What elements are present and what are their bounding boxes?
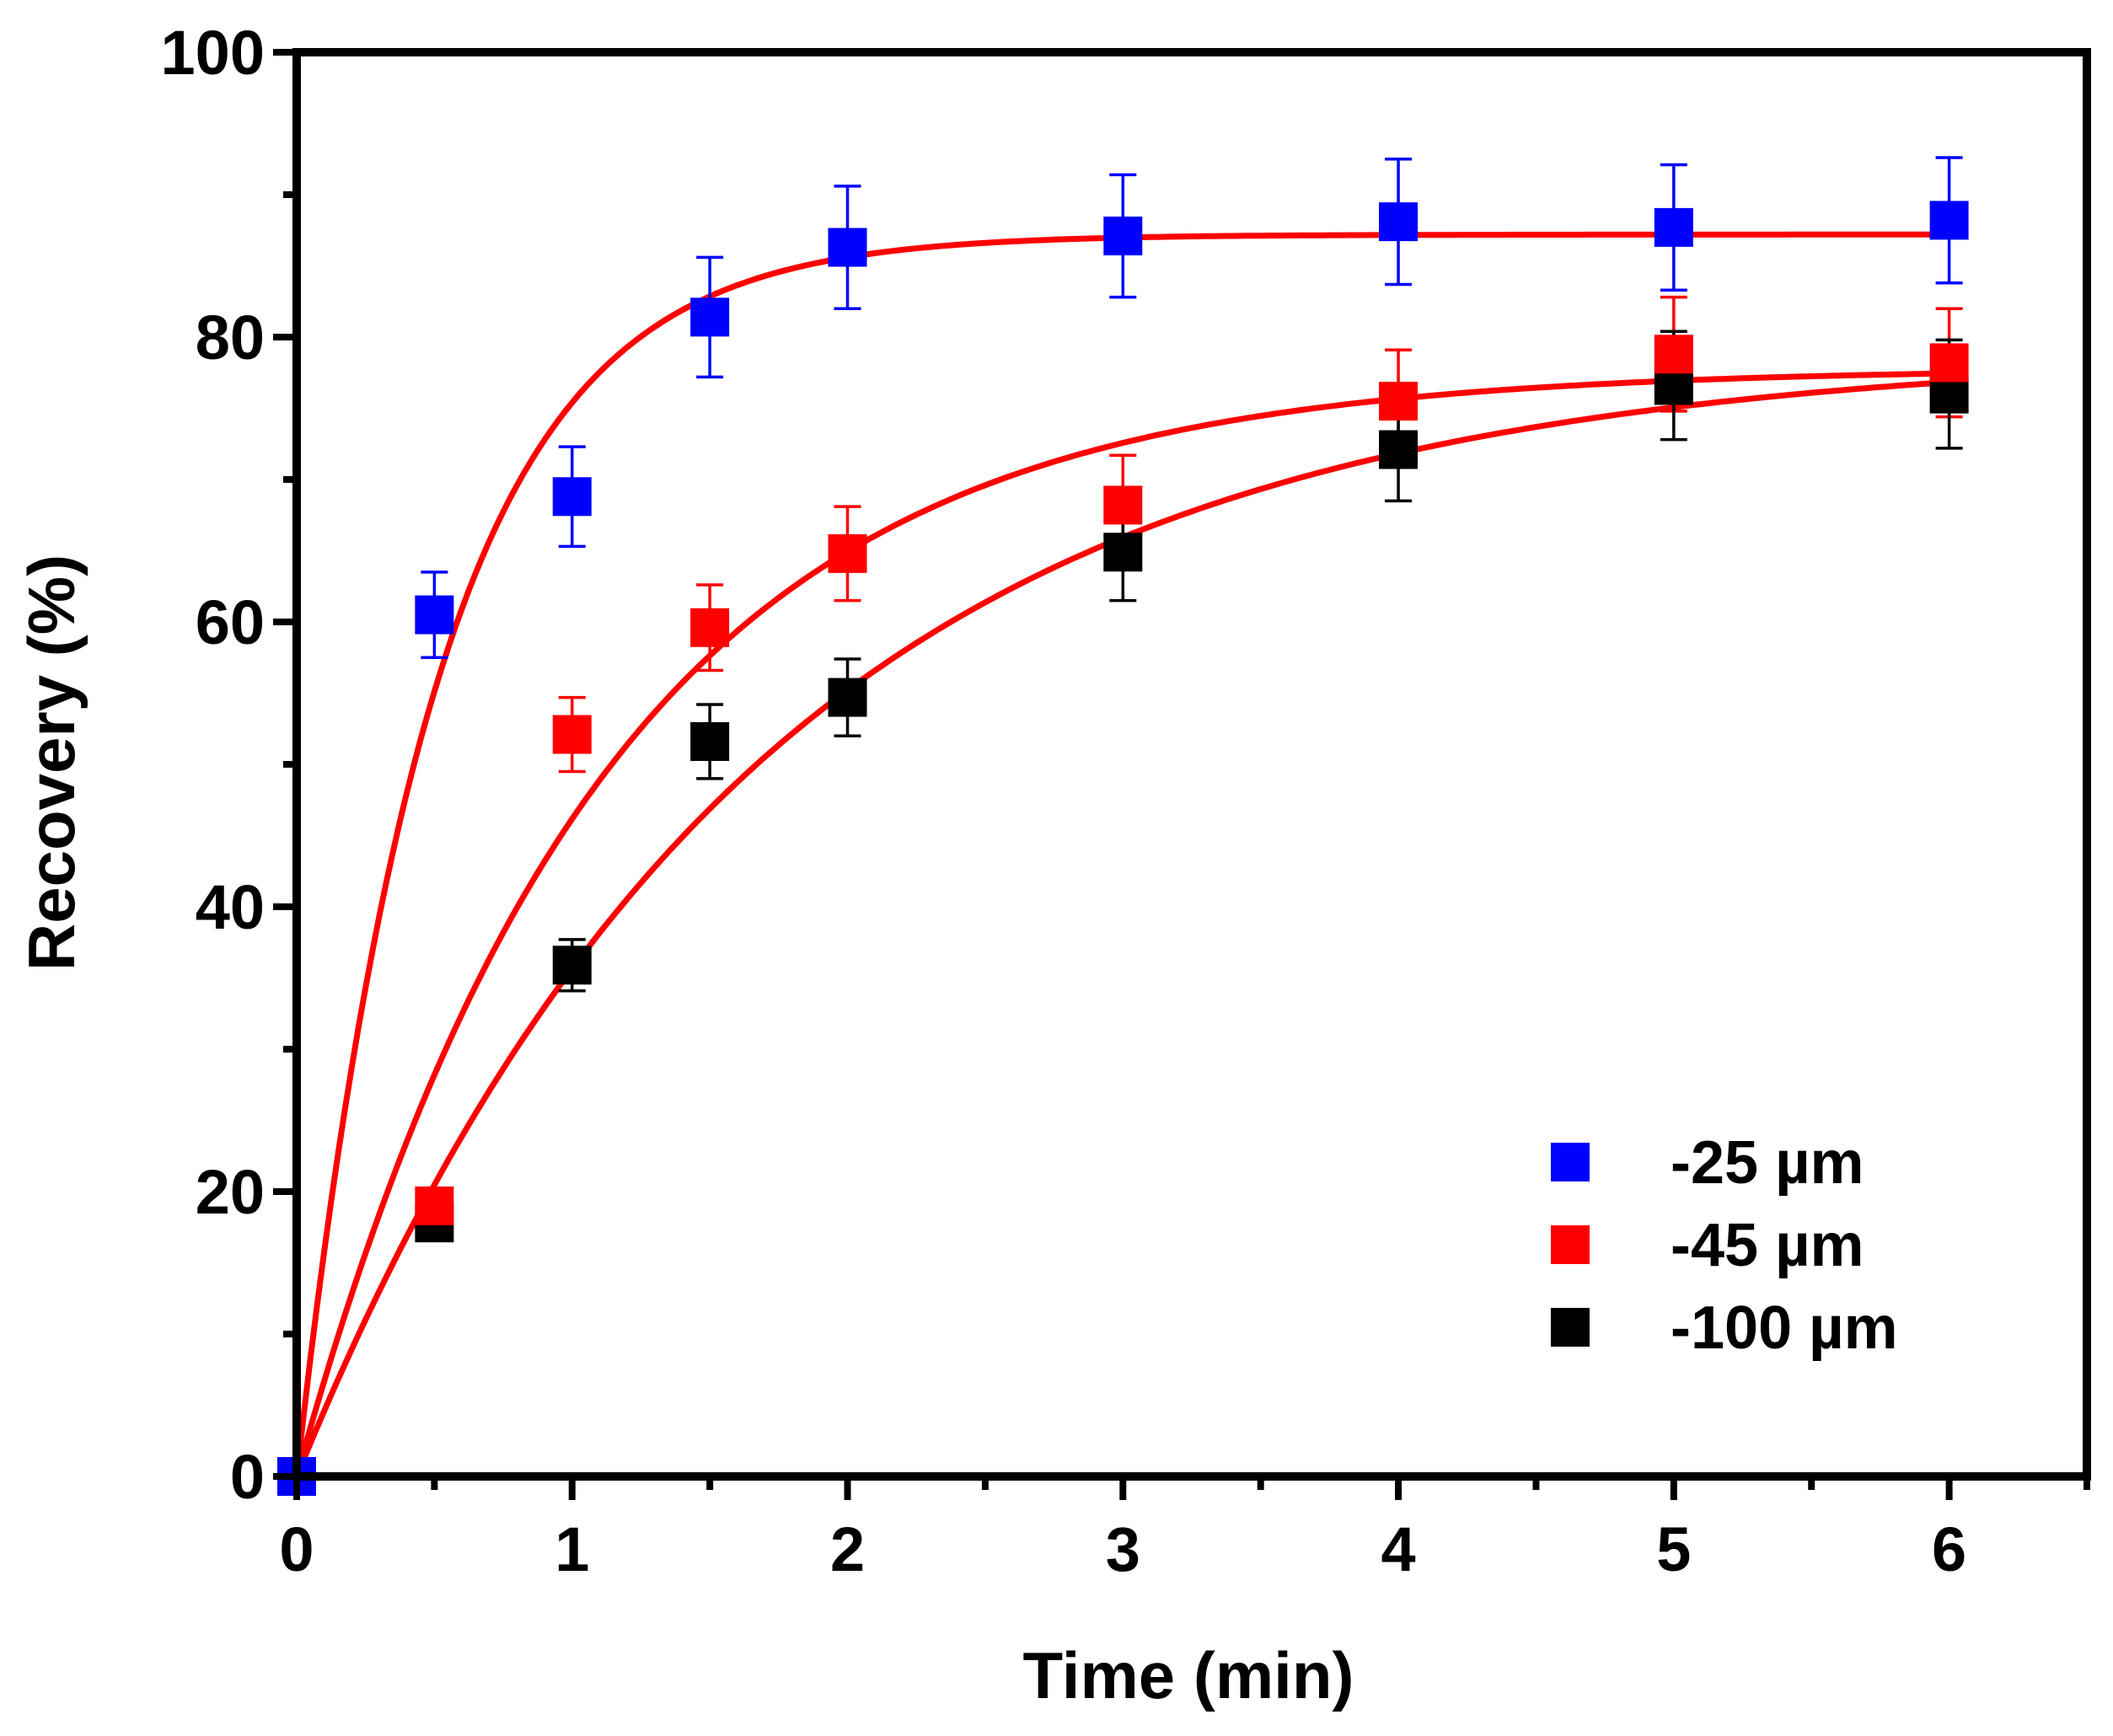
legend: -25 µm -45 µm -100 µm: [1551, 1129, 1898, 1362]
x-tick-label: 5: [1656, 1514, 1691, 1584]
data-point: [1929, 343, 1969, 383]
data-point: [828, 678, 867, 717]
data-point: [1379, 430, 1418, 469]
data-point: [1103, 217, 1143, 256]
x-tick-label: 0: [279, 1514, 314, 1584]
data-point: [1654, 335, 1693, 374]
data-point: [828, 533, 867, 573]
data-point: [690, 297, 730, 337]
data-point: [1654, 207, 1693, 247]
legend-label: -25 µm: [1671, 1129, 1864, 1197]
y-tick-label: 60: [196, 587, 265, 657]
x-axis-title: Time (min): [1023, 1638, 1354, 1712]
x-axis-ticks: 0 1 2 3 4 5 6: [279, 1476, 2090, 1584]
x-tick-label: 3: [1106, 1514, 1140, 1584]
x-tick-label: 4: [1381, 1514, 1415, 1584]
data-point: [415, 595, 454, 635]
data-point: [552, 715, 592, 754]
legend-marker: [1551, 1308, 1590, 1347]
y-tick-label: 80: [196, 303, 265, 372]
y-tick-label: 100: [161, 18, 265, 88]
legend-marker: [1551, 1225, 1590, 1264]
data-point: [690, 608, 730, 647]
data-point: [415, 1186, 454, 1225]
x-tick-label: 6: [1932, 1514, 1966, 1584]
data-point: [552, 477, 592, 517]
y-axis-ticks: 0 20 40 60 80 100: [161, 18, 297, 1512]
y-tick-label: 0: [230, 1442, 265, 1512]
data-point: [690, 721, 730, 761]
data-point: [1929, 201, 1969, 240]
x-tick-label: 1: [555, 1514, 589, 1584]
legend-label: -45 µm: [1671, 1212, 1864, 1279]
legend-label: -100 µm: [1671, 1294, 1898, 1362]
data-point: [1103, 485, 1143, 525]
y-tick-label: 20: [196, 1157, 265, 1227]
y-axis-title: Recovery (%): [14, 555, 88, 971]
data-point: [1103, 533, 1143, 572]
data-point: [828, 228, 867, 267]
y-tick-label: 40: [196, 872, 265, 942]
data-point: [1379, 202, 1418, 242]
data-point: [1379, 382, 1418, 421]
x-tick-label: 2: [830, 1514, 865, 1584]
data-point: [552, 946, 592, 985]
legend-marker: [1551, 1143, 1590, 1181]
